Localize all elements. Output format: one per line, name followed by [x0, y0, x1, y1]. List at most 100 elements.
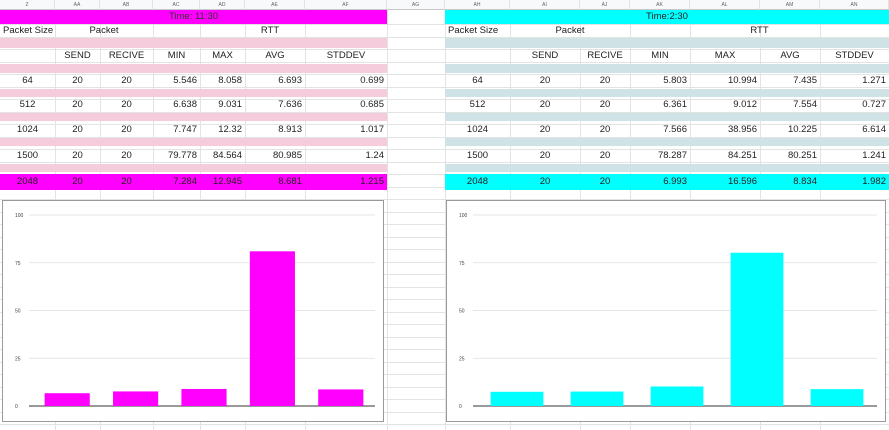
cell-recive[interactable]: 20 — [121, 176, 132, 187]
column-header-am[interactable]: AM — [760, 0, 820, 10]
cell-avg[interactable]: 7.435 — [793, 75, 817, 86]
cell-packet-size[interactable]: 1024 — [466, 124, 489, 135]
cell-max[interactable]: 38.956 — [727, 124, 757, 135]
cell-avg[interactable]: 8.681 — [278, 176, 302, 187]
cell-min[interactable]: 7.284 — [173, 176, 197, 187]
cell-send[interactable]: 20 — [72, 75, 83, 86]
cell-recive[interactable]: 20 — [599, 176, 611, 187]
cell-packet-size[interactable]: 2048 — [16, 176, 39, 187]
cell-stddev[interactable]: 0.685 — [360, 99, 384, 110]
cell-min[interactable]: 7.747 — [173, 124, 197, 135]
cell-min[interactable]: 6.993 — [663, 176, 687, 187]
cell-send[interactable]: 20 — [539, 99, 551, 110]
bar-64[interactable] — [490, 391, 544, 406]
cell-send[interactable]: 20 — [72, 176, 83, 187]
header-send[interactable]: SEND — [64, 50, 91, 61]
cell-min[interactable]: 78.287 — [657, 150, 687, 161]
column-header-ai[interactable]: AI — [510, 0, 580, 10]
cell-stddev[interactable]: 1.215 — [360, 176, 384, 187]
column-header-ae[interactable]: AE — [245, 0, 305, 10]
column-header-al[interactable]: AL — [690, 0, 760, 10]
cell-stddev[interactable]: 1.241 — [862, 150, 886, 161]
bar-512[interactable] — [113, 391, 159, 406]
header-recive[interactable]: RECIVE — [587, 50, 623, 61]
cell-packet-size[interactable]: 512 — [469, 99, 486, 110]
cell-stddev[interactable]: 0.727 — [862, 99, 886, 110]
cell-min[interactable]: 7.566 — [663, 124, 687, 135]
cell-max[interactable]: 8.058 — [218, 75, 242, 86]
column-header-ad[interactable]: AD — [200, 0, 245, 10]
cell-avg[interactable]: 8.913 — [278, 124, 302, 135]
right-chart[interactable]: 0 25 50 75 100 — [446, 200, 886, 422]
header-rtt[interactable]: RTT — [750, 25, 769, 36]
header-stddev[interactable]: STDDEV — [835, 50, 874, 61]
cell-packet-size[interactable]: 64 — [472, 75, 483, 86]
cell-min[interactable]: 79.778 — [167, 150, 197, 161]
cell-stddev[interactable]: 6.614 — [862, 124, 886, 135]
cell-max[interactable]: 9.031 — [218, 99, 242, 110]
bar-1500[interactable] — [249, 251, 295, 406]
cell-stddev[interactable]: 1.24 — [365, 150, 385, 161]
cell-avg[interactable]: 7.554 — [793, 99, 817, 110]
header-send[interactable]: SEND — [531, 50, 559, 61]
cell-recive[interactable]: 20 — [121, 124, 132, 135]
cell-send[interactable]: 20 — [72, 150, 83, 161]
header-packet-size[interactable]: Packet Size — [3, 25, 54, 36]
bar-64[interactable] — [44, 393, 90, 406]
column-header-aa[interactable]: AA — [55, 0, 100, 10]
cell-packet-size[interactable]: 1500 — [16, 150, 39, 161]
cell-recive[interactable]: 20 — [599, 150, 611, 161]
bar-1500[interactable] — [730, 252, 784, 406]
left-chart[interactable]: 0 25 50 75 100 — [2, 200, 384, 422]
header-min[interactable]: MIN — [167, 50, 186, 61]
cell-max[interactable]: 84.251 — [727, 150, 757, 161]
cell-max[interactable]: 12.32 — [218, 124, 242, 135]
header-recive[interactable]: RECIVE — [108, 50, 145, 61]
cell-stddev[interactable]: 0.699 — [360, 75, 384, 86]
header-packet[interactable]: Packet — [555, 25, 585, 36]
header-min[interactable]: MIN — [651, 50, 669, 61]
header-max[interactable]: MAX — [212, 50, 233, 61]
cell-recive[interactable]: 20 — [599, 99, 611, 110]
header-stddev[interactable]: STDDEV — [326, 50, 366, 61]
header-avg[interactable]: AVG — [265, 50, 285, 61]
cell-avg[interactable]: 10.225 — [787, 124, 817, 135]
cell-stddev[interactable]: 1.271 — [862, 75, 886, 86]
cell-max[interactable]: 9.012 — [733, 99, 757, 110]
cell-max[interactable]: 12.945 — [212, 176, 242, 187]
header-packet-size[interactable]: Packet Size — [448, 25, 499, 36]
header-packet[interactable]: Packet — [89, 25, 119, 36]
header-rtt[interactable]: RTT — [260, 25, 280, 36]
cell-recive[interactable]: 20 — [121, 150, 132, 161]
cell-max[interactable]: 16.596 — [727, 176, 757, 187]
cell-packet-size[interactable]: 1024 — [16, 124, 39, 135]
cell-max[interactable]: 84.564 — [212, 150, 242, 161]
cell-recive[interactable]: 20 — [121, 75, 132, 86]
right-table-title[interactable]: Time:2:30 — [646, 11, 688, 22]
bar-1024[interactable] — [181, 388, 227, 406]
cell-send[interactable]: 20 — [72, 124, 83, 135]
cell-min[interactable]: 5.546 — [173, 75, 197, 86]
cell-max[interactable]: 10.994 — [727, 75, 757, 86]
column-header-z[interactable]: Z — [0, 0, 55, 10]
cell-packet-size[interactable]: 64 — [22, 75, 33, 86]
cell-packet-size[interactable]: 512 — [19, 99, 36, 110]
column-header-ab[interactable]: AB — [100, 0, 153, 10]
cell-recive[interactable]: 20 — [121, 99, 132, 110]
cell-packet-size[interactable]: 1500 — [466, 150, 489, 161]
cell-send[interactable]: 20 — [539, 75, 551, 86]
column-header-ak[interactable]: AK — [630, 0, 690, 10]
cell-avg[interactable]: 8.834 — [793, 176, 817, 187]
bar-1024[interactable] — [650, 386, 704, 406]
cell-avg[interactable]: 80.251 — [787, 150, 817, 161]
cell-avg[interactable]: 7.636 — [278, 99, 302, 110]
column-header-af[interactable]: AF — [305, 0, 387, 10]
header-avg[interactable]: AVG — [780, 50, 800, 61]
cell-min[interactable]: 6.361 — [663, 99, 687, 110]
cell-min[interactable]: 5.803 — [663, 75, 687, 86]
cell-packet-size[interactable]: 2048 — [466, 176, 489, 187]
cell-stddev[interactable]: 1.017 — [360, 124, 384, 135]
cell-send[interactable]: 20 — [539, 176, 551, 187]
header-max[interactable]: MAX — [714, 50, 736, 61]
column-header-an[interactable]: AN — [820, 0, 889, 10]
